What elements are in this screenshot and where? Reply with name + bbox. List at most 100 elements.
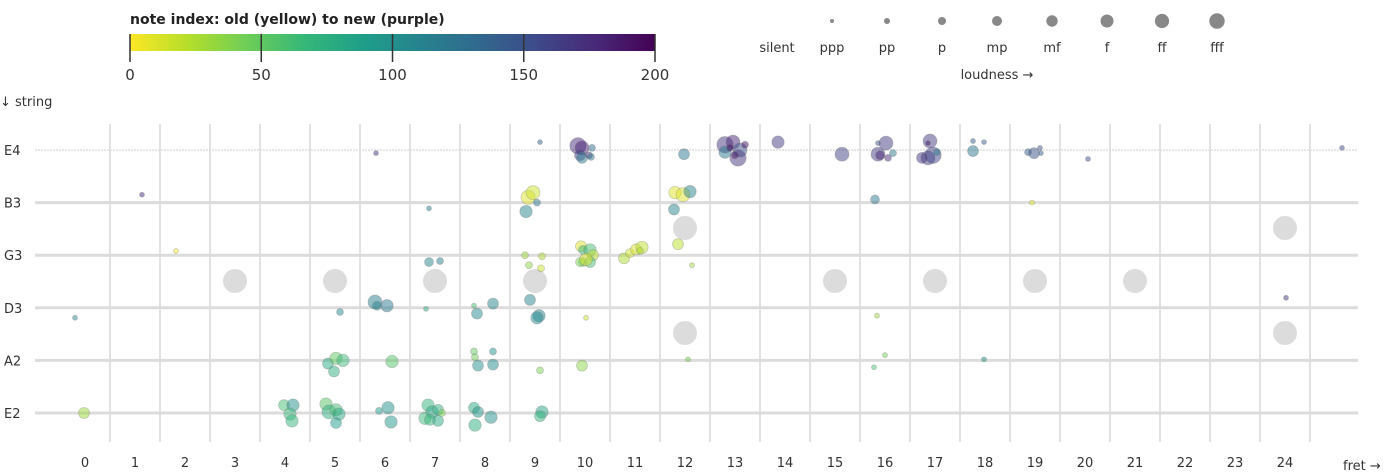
fret-tick-label: 24 <box>1277 456 1294 471</box>
note-point <box>871 364 877 371</box>
fret-tick-label: 19 <box>1027 456 1044 471</box>
note-point <box>741 140 749 149</box>
note-point <box>372 300 382 311</box>
note-point <box>1339 144 1345 151</box>
note-point <box>78 407 90 419</box>
fret-tick-label: 3 <box>231 456 239 471</box>
note-point <box>381 401 395 415</box>
inlay-dot <box>323 269 347 293</box>
note-point <box>875 140 881 147</box>
note-point <box>72 314 78 321</box>
fret-tick-label: 12 <box>677 456 694 471</box>
string-label: E2 <box>4 407 21 422</box>
loudness-legend-dot <box>1209 13 1225 29</box>
note-point <box>468 418 482 432</box>
note-point <box>981 139 987 146</box>
loudness-legend-label: pp <box>879 41 896 56</box>
note-point <box>487 358 499 371</box>
note-point <box>889 149 897 158</box>
loudness-legend-dot <box>938 17 946 25</box>
string-label: G3 <box>4 249 22 264</box>
note-point <box>139 191 145 198</box>
note-point <box>330 417 342 429</box>
note-point <box>933 148 941 157</box>
fret-tick-label: 1 <box>131 456 139 471</box>
fret-tick-label: 6 <box>381 456 389 471</box>
colorbar-tick-label: 0 <box>125 66 135 84</box>
note-point <box>925 140 931 147</box>
note-point <box>1283 294 1289 301</box>
fret-tick-label: 5 <box>331 456 339 471</box>
note-point <box>285 414 299 428</box>
note-point <box>583 314 589 321</box>
fret-tick-label: 11 <box>627 456 644 471</box>
y-axis-label: ↓ string <box>0 95 52 110</box>
note-point <box>534 410 546 423</box>
note-point <box>424 257 434 267</box>
string-label: B3 <box>4 197 21 212</box>
note-point <box>380 299 394 313</box>
note-point <box>525 261 533 270</box>
loudness-legend-label: f <box>1105 41 1110 56</box>
note-point <box>472 359 484 372</box>
note-point <box>336 353 350 367</box>
note-point <box>678 148 690 161</box>
note-point <box>1085 156 1091 162</box>
x-axis-label: fret → <box>1343 459 1381 474</box>
inlay-dot <box>923 269 947 293</box>
loudness-legend-label: mf <box>1043 41 1061 56</box>
note-point <box>373 150 379 157</box>
inlay-dot <box>523 269 547 293</box>
inlay-dot <box>673 321 697 345</box>
note-point <box>587 152 595 161</box>
note-point <box>672 238 684 251</box>
note-point <box>530 311 544 325</box>
note-point <box>970 138 976 144</box>
colorbar-tick-label: 100 <box>378 66 407 84</box>
loudness-legend-dot <box>1046 15 1058 27</box>
note-point <box>579 252 593 267</box>
note-point <box>538 252 546 261</box>
note-point <box>471 307 483 320</box>
note-point <box>489 347 497 356</box>
inlay-dot <box>1273 321 1297 345</box>
fret-tick-label: 10 <box>577 456 594 471</box>
note-point <box>385 354 399 369</box>
fret-tick-label: 4 <box>281 456 289 471</box>
fret-tick-label: 21 <box>1127 456 1144 471</box>
string-label: D3 <box>4 302 22 317</box>
note-point <box>423 305 429 312</box>
note-point <box>487 297 499 310</box>
loudness-legend-dot <box>884 18 890 24</box>
note-point <box>1037 144 1043 151</box>
note-point <box>472 406 484 418</box>
note-point <box>689 262 695 269</box>
note-point <box>981 356 987 363</box>
loudness-legend-label: fff <box>1210 41 1224 56</box>
inlay-dot <box>1273 216 1297 240</box>
inlay-dot <box>1123 269 1147 293</box>
note-point <box>636 247 644 255</box>
fret-tick-label: 16 <box>877 456 894 471</box>
fret-tick-label: 17 <box>927 456 944 471</box>
note-point <box>922 133 938 149</box>
loudness-legend-label: silent <box>759 41 794 56</box>
fret-tick-label: 7 <box>431 456 439 471</box>
fret-tick-label: 0 <box>81 456 89 471</box>
note-point <box>576 359 588 372</box>
fret-tick-label: 13 <box>727 456 744 471</box>
inlay-dot <box>223 269 247 293</box>
note-point <box>731 151 739 160</box>
note-point <box>521 251 529 260</box>
note-point <box>336 308 344 316</box>
inlay-dot <box>673 216 697 240</box>
fret-tick-label: 15 <box>827 456 844 471</box>
note-point <box>685 356 691 363</box>
colorbar-tick-label: 200 <box>641 66 670 84</box>
inlay-dot <box>423 269 447 293</box>
note-point <box>328 365 340 378</box>
note-point <box>524 294 536 306</box>
note-point <box>1038 150 1044 157</box>
fret-tick-label: 20 <box>1077 456 1094 471</box>
